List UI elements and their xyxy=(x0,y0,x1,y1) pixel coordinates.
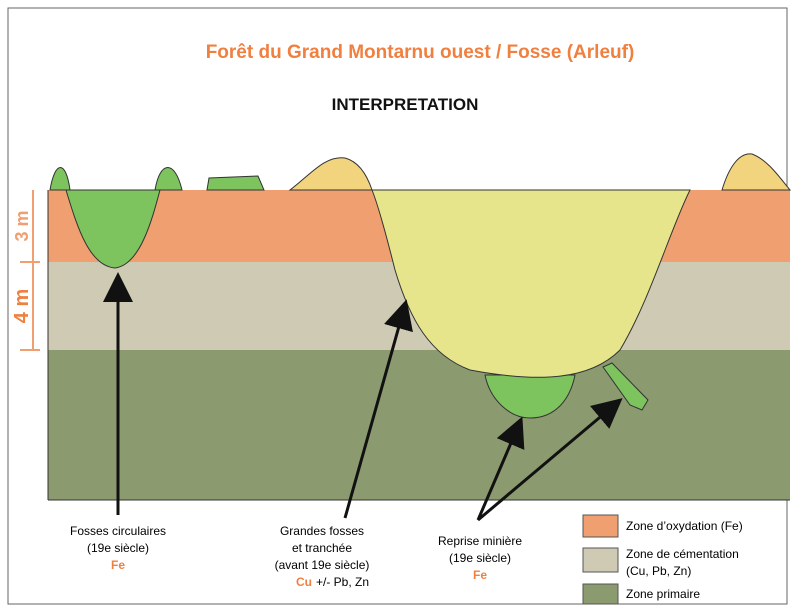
annotation: et tranchée xyxy=(292,541,352,555)
annotation: (19e siècle) xyxy=(449,551,511,565)
metal: Cu xyxy=(296,575,312,589)
metal: Fe xyxy=(111,558,125,572)
metal: Fe xyxy=(473,568,487,582)
legend-label: Zone primaire xyxy=(626,587,700,601)
subtitle: INTERPRETATION xyxy=(332,95,479,114)
title: Forêt du Grand Montarnu ouest / Fosse (A… xyxy=(206,42,635,63)
primary-layer xyxy=(48,350,790,500)
annotation: Fosses circulaires xyxy=(70,524,166,538)
annotation: (avant 19e siècle) xyxy=(275,558,370,572)
annotation: Grandes fosses xyxy=(280,524,364,538)
annotation: Reprise minière xyxy=(438,534,522,548)
annotation: +/- Pb, Zn xyxy=(316,575,369,589)
legend-swatch xyxy=(583,548,618,572)
legend-label: Zone d’oxydation (Fe) xyxy=(626,519,743,533)
scale-label: 3 m xyxy=(12,210,32,241)
legend-label: (Cu, Pb, Zn) xyxy=(626,564,691,578)
legend-swatch xyxy=(583,584,618,604)
scale-label: 4 m xyxy=(11,289,33,323)
legend-label: Zone de cémentation xyxy=(626,547,739,561)
diagram: Forêt du Grand Montarnu ouest / Fosse (A… xyxy=(0,0,792,607)
legend-swatch xyxy=(583,515,618,537)
mound xyxy=(207,176,264,190)
annotation: (19e siècle) xyxy=(87,541,149,555)
